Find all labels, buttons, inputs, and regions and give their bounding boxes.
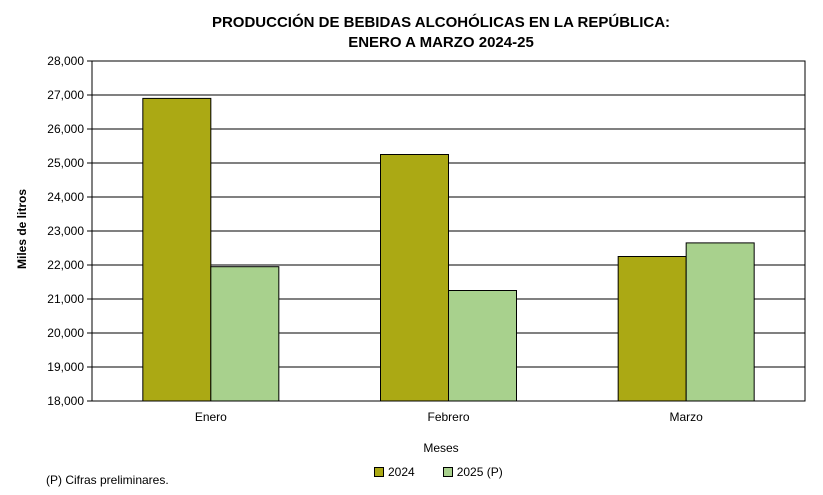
x-tick-label: Enero [195,410,227,424]
y-tick-label: 24,000 [47,190,84,204]
chart-subtitle: ENERO A MARZO 2024-25 [348,34,534,51]
y-axis-ticks: 18,000 19,000 20,000 21,000 22,000 23,000 24,0… [47,54,92,408]
bar-febrero-2025 [448,290,517,402]
footnote: (P) Cifras preliminares. [46,473,169,487]
bar-enero-2024 [142,97,212,402]
bar-enero-2025 [210,266,280,402]
bar-febrero-2024 [380,154,449,402]
x-axis-ticks: Enero Febrero Marzo [195,410,703,424]
legend-swatch-2025 [442,467,453,477]
x-tick-label: Marzo [669,410,703,424]
y-tick-label: 18,000 [47,394,84,408]
y-tick-label: 22,000 [47,258,84,272]
y-axis-label: Miles de litros [15,189,29,269]
y-tick-label: 28,000 [47,54,84,68]
bar-marzo-2025 [685,242,755,402]
chart-title: PRODUCCIÓN DE BEBIDAS ALCOHÓLICAS EN LA … [212,13,670,31]
legend-label-2025: 2025 (P) [456,465,503,479]
y-tick-label: 23,000 [47,224,84,238]
legend-item-2024: 2024 [374,465,415,479]
y-tick-label: 20,000 [47,326,84,340]
y-tick-label: 19,000 [47,360,84,374]
y-tick-label: 27,000 [47,88,84,102]
y-tick-label: 26,000 [47,122,84,136]
bars [142,97,755,402]
x-axis-label: Meses [423,441,458,455]
x-tick-label: Febrero [427,410,469,424]
y-tick-label: 21,000 [47,292,84,306]
legend: 2024 2025 (P) [374,465,503,479]
legend-swatch-2024 [374,467,384,477]
legend-item-2025: 2025 (P) [442,465,503,479]
legend-label-2024: 2024 [388,465,415,479]
y-tick-label: 25,000 [47,156,84,170]
bar-marzo-2024 [617,256,687,402]
